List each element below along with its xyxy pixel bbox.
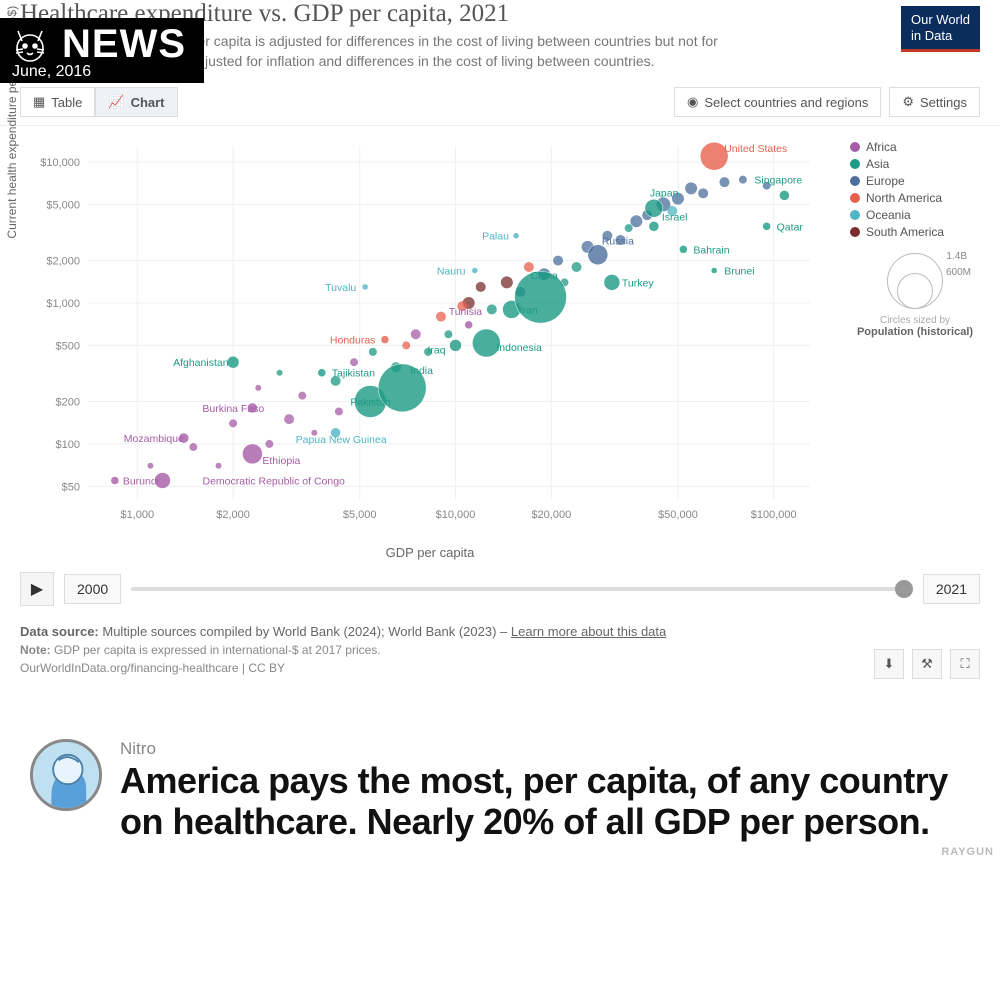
svg-text:Qatar: Qatar [777,222,804,234]
comment-text: America pays the most, per capita, of an… [120,761,980,842]
svg-text:$500: $500 [56,341,80,353]
svg-text:China: China [531,270,559,282]
attribution: OurWorldInData.org/financing-healthcare … [20,661,980,675]
svg-text:Honduras: Honduras [330,335,376,347]
svg-text:Brunei: Brunei [724,266,754,278]
svg-text:Tunisia: Tunisia [449,306,483,318]
legend-item[interactable]: Europe [850,174,980,188]
data-source: Data source: Multiple sources compiled b… [20,624,980,639]
slider-thumb[interactable] [895,580,913,598]
year-end[interactable]: 2021 [923,574,980,604]
svg-text:$1,000: $1,000 [120,509,154,521]
legend-item[interactable]: Asia [850,157,980,171]
svg-text:Indonesia: Indonesia [496,342,542,354]
fullscreen-icon[interactable]: ⛶ [950,649,980,679]
footer-note: Note: GDP per capita is expressed in int… [20,643,980,657]
share-icon[interactable]: ⚒ [912,649,942,679]
svg-text:Ethiopia: Ethiopia [262,455,300,467]
avatar [30,739,102,811]
comment-author: Nitro [120,739,980,759]
svg-text:Democratic Republic of Congo: Democratic Republic of Congo [202,476,345,488]
svg-text:$2,000: $2,000 [46,256,80,268]
svg-text:Japan: Japan [650,187,679,199]
svg-text:$200: $200 [56,397,80,409]
download-icon[interactable]: ⬇ [874,649,904,679]
svg-text:India: India [410,365,433,377]
select-countries-button[interactable]: ◉Select countries and regions [674,87,881,117]
play-button[interactable]: ▶ [20,572,54,606]
year-start[interactable]: 2000 [64,574,121,604]
svg-text:$10,000: $10,000 [436,509,476,521]
svg-text:Russia: Russia [602,236,634,248]
svg-text:$100,000: $100,000 [751,509,797,521]
svg-text:$5,000: $5,000 [46,200,80,212]
learn-more-link[interactable]: Learn more about this data [511,624,666,639]
svg-text:Nauru: Nauru [437,266,466,278]
svg-text:Burundi: Burundi [123,476,159,488]
svg-text:Tuvalu: Tuvalu [325,282,356,294]
svg-text:Turkey: Turkey [622,278,654,290]
size-legend: 1.4B 600M Circles sized by Population (h… [850,253,980,338]
chart-toggle[interactable]: 📈Chart [95,87,177,117]
time-slider[interactable] [131,587,913,591]
svg-text:Tajikistan: Tajikistan [332,368,375,380]
legend-panel: Africa Asia Europe North America Oceania Sout… [840,136,980,560]
svg-text:Papua New Guinea: Papua New Guinea [296,434,387,446]
scatter-plot[interactable]: $50 $100 $200 $500 $1,000 $2,000 $5,000 $10,000… [20,136,820,536]
svg-text:$1,000: $1,000 [46,298,80,310]
svg-text:$100: $100 [56,439,80,451]
svg-text:Mozambique: Mozambique [124,433,184,445]
legend-item[interactable]: Oceania [850,208,980,222]
x-axis-label: GDP per capita [20,545,840,560]
svg-text:$50: $50 [62,482,80,494]
time-slider-row: ▶ 2000 2021 [0,560,1000,618]
cat-icon [8,23,52,67]
svg-text:$50,000: $50,000 [658,509,698,521]
svg-text:United States: United States [724,143,787,155]
svg-text:Iraq: Iraq [428,345,446,357]
svg-text:$5,000: $5,000 [343,509,377,521]
settings-button[interactable]: ⚙Settings [889,87,980,117]
svg-text:$20,000: $20,000 [531,509,571,521]
svg-text:$10,000: $10,000 [40,157,80,169]
svg-text:Afghanistan: Afghanistan [173,357,229,369]
news-brand: NEWS [62,22,186,67]
svg-text:Palau: Palau [482,231,509,243]
legend-item[interactable]: North America [850,191,980,205]
svg-text:Bahrain: Bahrain [693,245,729,257]
table-toggle[interactable]: ▦Table [20,87,95,117]
news-overlay: NEWS June, 2016 [0,18,204,83]
svg-text:Singapore: Singapore [754,175,802,187]
svg-text:$2,000: $2,000 [216,509,250,521]
svg-text:Israel: Israel [662,212,688,224]
owid-logo: Our Worldin Data [901,6,980,52]
legend-item[interactable]: Africa [850,140,980,154]
legend-item[interactable]: South America [850,225,980,239]
svg-text:Burkina Faso: Burkina Faso [202,403,264,415]
watermark: RAYGUN [941,846,994,858]
